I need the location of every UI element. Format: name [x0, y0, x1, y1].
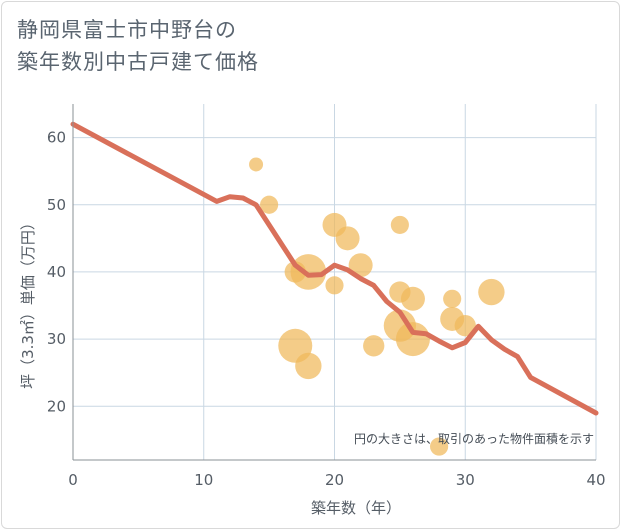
x-tick-label-10: 10 [194, 471, 213, 489]
bubble-7 [325, 276, 344, 295]
grid-layer [73, 104, 597, 460]
x-tick-label-0: 0 [68, 471, 78, 489]
bubble-16 [430, 437, 449, 456]
chart-title: 静岡県富士市中野台の 築年数別中古戸建て価格 [17, 14, 259, 78]
bubble-8 [335, 226, 360, 251]
y-axis-label: 坪（3.3㎡）単価（万円） [19, 215, 37, 389]
x-axis-label: 築年数（年） [311, 499, 401, 517]
chart-title-line2: 築年数別中古戸建て価格 [17, 50, 259, 74]
x-tick-label-20: 20 [325, 471, 344, 489]
bubble-19 [454, 315, 476, 337]
trend-layer [70, 121, 599, 416]
bubble-15 [395, 322, 430, 357]
bubble-20 [478, 278, 505, 306]
bubble-14 [400, 286, 425, 311]
bubble-layer [249, 157, 505, 456]
bubble-4 [290, 254, 327, 290]
bubble-5 [295, 352, 322, 380]
y-tick-label-30: 30 [47, 330, 66, 348]
bubble-10 [363, 335, 385, 357]
bubble-1 [260, 195, 279, 214]
y-tick-label-40: 40 [47, 263, 66, 281]
y-tick-label-60: 60 [47, 129, 66, 147]
x-tick-label-40: 40 [586, 471, 605, 489]
y-tick-label-20: 20 [47, 397, 66, 415]
axis-layer: 0 10 20 30 40 20 30 40 50 60 [47, 104, 606, 489]
y-tick-label-50: 50 [47, 196, 66, 214]
bubble-size-note: 円の大きさは、取引のあった物件面積を示す [354, 431, 594, 446]
bubble-17 [443, 289, 462, 308]
chart-title-line1: 静岡県富士市中野台の [17, 18, 237, 42]
bubble-9 [348, 253, 373, 278]
bubble-11 [390, 215, 409, 234]
bubble-0 [249, 157, 264, 172]
trend-line [70, 121, 599, 416]
x-tick-label-30: 30 [456, 471, 475, 489]
